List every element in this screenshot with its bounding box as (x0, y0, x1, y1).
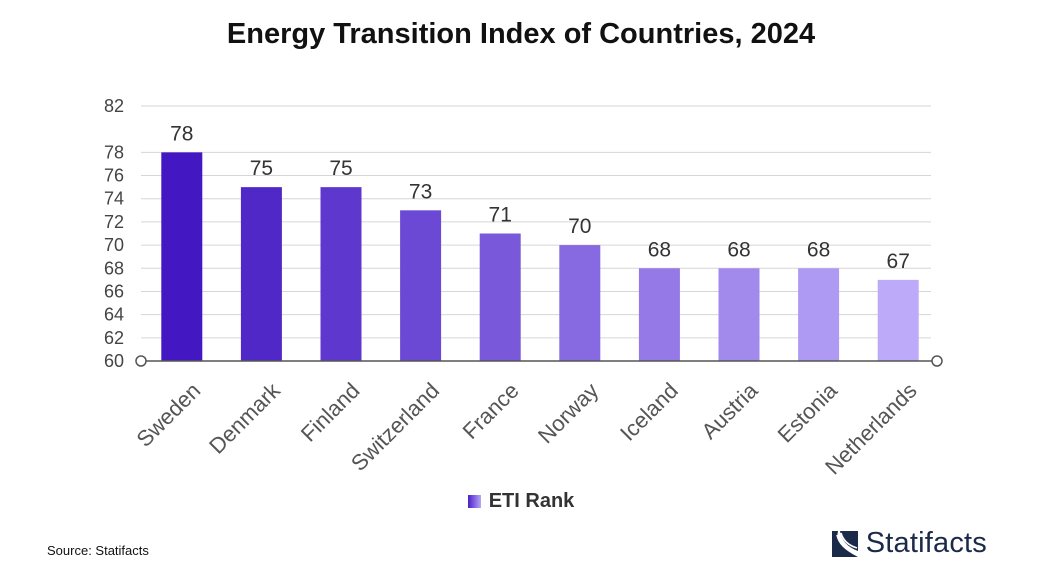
x-tick-label: Estonia (773, 377, 843, 447)
x-tick-label: Sweden (131, 378, 205, 452)
x-tick-label: Iceland (615, 378, 683, 446)
y-tick-label: 64 (104, 305, 124, 325)
x-tick-label: Austria (696, 377, 763, 444)
bar-iceland (638, 268, 680, 361)
bar-switzerland (400, 210, 442, 361)
value-label: 70 (568, 215, 591, 238)
y-axis-tick-labels: 60 62 64 66 68 70 72 74 76 78 82 (104, 96, 124, 371)
x-tick-label: France (458, 378, 524, 444)
y-tick-label: 68 (104, 258, 124, 278)
value-label: 73 (409, 180, 432, 203)
statifacts-logo-icon (831, 530, 858, 557)
y-tick-label: 60 (104, 351, 124, 371)
y-tick-label: 72 (104, 212, 124, 232)
y-tick-label: 82 (104, 96, 124, 116)
legend: ETI Rank (0, 490, 1042, 513)
brand-logo: Statifacts (830, 527, 987, 560)
y-tick-label: 62 (104, 328, 124, 348)
y-tick-label: 78 (104, 142, 124, 162)
axis-start-marker (135, 355, 147, 367)
y-tick-label: 76 (104, 166, 124, 186)
bar-denmark (240, 187, 282, 361)
y-tick-label: 74 (104, 189, 124, 209)
value-label: 75 (329, 157, 352, 180)
x-axis (135, 355, 943, 367)
source-note: Source: Statifacts (47, 543, 149, 558)
bar-sweden (161, 152, 203, 361)
y-tick-label: 70 (104, 235, 124, 255)
x-tick-label: Denmark (204, 377, 285, 458)
value-label: 68 (807, 238, 830, 261)
bar-estonia (798, 268, 840, 361)
x-tick-label: Finland (296, 378, 365, 447)
legend-swatch-icon (467, 495, 481, 508)
bar-netherlands (877, 279, 919, 361)
bar-france (479, 233, 521, 361)
axis-end-marker (931, 355, 943, 367)
value-labels: 78 75 75 73 71 70 68 68 68 67 (170, 122, 910, 273)
chart-title: Energy Transition Index of Countries, 20… (226, 18, 816, 50)
value-label: 78 (170, 122, 193, 145)
y-tick-label: 66 (104, 281, 124, 301)
value-label: 68 (727, 238, 750, 261)
value-label: 71 (489, 204, 512, 227)
legend-label: ETI Rank (488, 490, 575, 512)
x-tick-label: Norway (533, 378, 603, 448)
value-label: 67 (887, 250, 910, 273)
value-label: 68 (648, 238, 671, 261)
value-label: 75 (250, 157, 273, 180)
bar-norway (559, 245, 601, 361)
bar-austria (718, 268, 760, 361)
bars (161, 152, 919, 361)
bar-finland (320, 187, 362, 361)
brand-name: Statifacts (865, 527, 987, 559)
